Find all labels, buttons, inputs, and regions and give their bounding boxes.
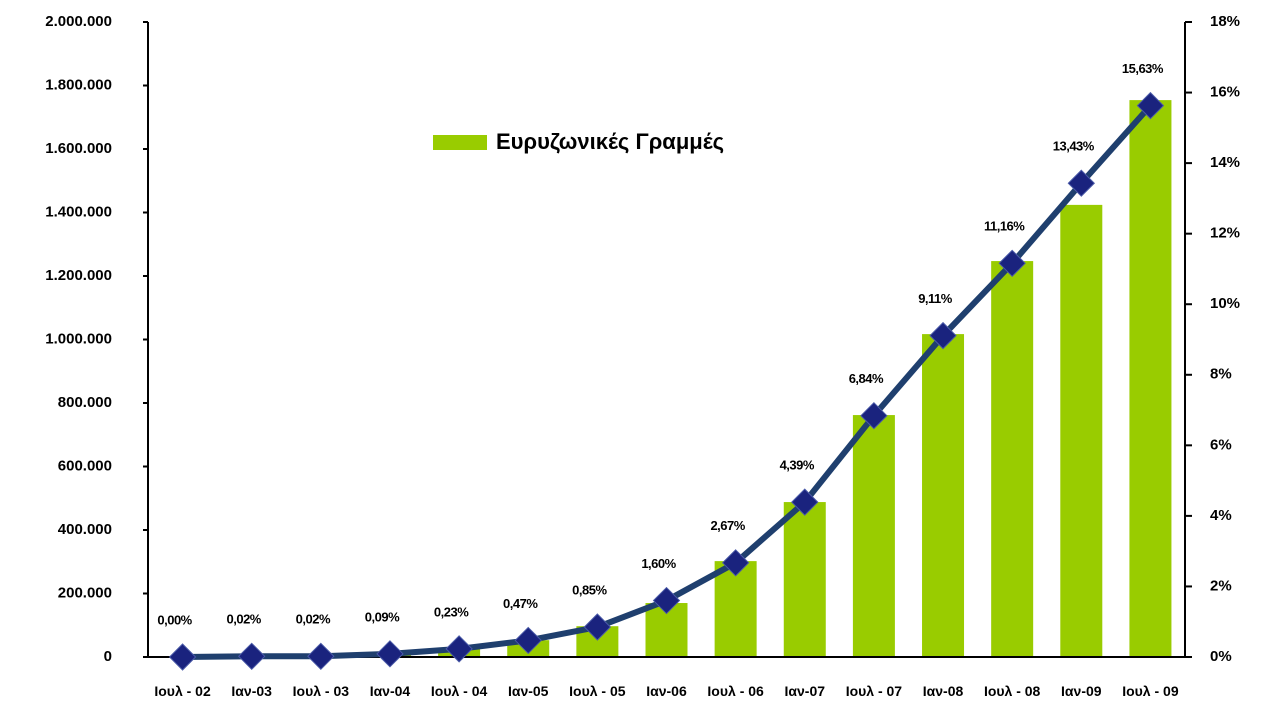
y-tick-label: 0 — [104, 648, 112, 665]
y-tick-label: 200.000 — [58, 584, 112, 601]
y-tick-label: 800.000 — [58, 394, 112, 411]
x-tick-label: Ιαν-08 — [922, 683, 964, 699]
y2-tick-label: 2% — [1210, 577, 1232, 594]
marker — [445, 635, 473, 663]
y-tick-label: 400.000 — [58, 521, 112, 538]
x-tick-label: Ιουλ - 09 — [1122, 683, 1179, 699]
x-tick-label: Ιουλ - 06 — [707, 683, 764, 699]
marker — [929, 321, 957, 350]
x-tick-label: Ιουλ - 07 — [845, 683, 903, 699]
data-label: 11,16% — [984, 219, 1025, 234]
y2-tick-label: 12% — [1210, 225, 1240, 242]
y2-tick-label: 10% — [1210, 295, 1240, 312]
data-label: 13,43% — [1053, 139, 1095, 154]
marker — [237, 642, 266, 671]
y2-tick-label: 14% — [1210, 154, 1240, 171]
data-label: 0,85% — [572, 582, 607, 597]
bar — [714, 561, 757, 657]
bar — [852, 415, 895, 657]
data-label: 0,00% — [157, 612, 192, 627]
marker — [168, 643, 197, 671]
x-tick-label: Ιαν-05 — [507, 683, 549, 699]
data-label: 0,47% — [503, 596, 538, 611]
x-tick-label: Ιουλ - 04 — [430, 683, 488, 699]
data-label: 0,02% — [227, 612, 262, 627]
x-tick-label: Ιαν-09 — [1061, 683, 1102, 699]
y2-tick-label: 6% — [1210, 436, 1232, 453]
y2-tick-label: 8% — [1210, 366, 1232, 383]
x-tick-label: Ιουλ - 03 — [292, 683, 350, 699]
data-label: 0,09% — [365, 609, 400, 624]
marker — [1136, 91, 1165, 120]
x-tick-label: Ιαν-03 — [231, 683, 272, 699]
data-label: 1,60% — [641, 556, 676, 571]
marker — [514, 626, 542, 655]
x-tick-label: Ιαν-07 — [784, 683, 826, 699]
marker — [998, 249, 1026, 278]
legend-label: Ευρυζωνικές Γραμμές — [496, 129, 724, 154]
marker — [1067, 169, 1096, 197]
data-label: 0,02% — [296, 612, 331, 627]
marker — [652, 586, 681, 615]
y2-tick-label: 4% — [1210, 507, 1232, 524]
data-label: 0,23% — [434, 604, 469, 619]
x-tick-label: Ιαν-06 — [646, 683, 687, 699]
bar — [1129, 100, 1172, 658]
x-tick-label: Ιουλ - 02 — [154, 683, 211, 699]
bar — [1060, 204, 1103, 657]
x-tick-label: Ιαν-04 — [369, 683, 411, 699]
y-tick-label: 1.000.000 — [45, 330, 112, 347]
data-label: 6,84% — [849, 371, 884, 386]
marker — [583, 613, 612, 641]
x-tick-label: Ιουλ - 08 — [983, 683, 1041, 699]
data-label: 15,63% — [1122, 61, 1164, 76]
y-tick-label: 1.800.000 — [45, 76, 112, 93]
marker — [860, 401, 888, 430]
y2-tick-label: 18% — [1210, 13, 1240, 30]
marker — [721, 549, 750, 577]
marker — [307, 642, 335, 671]
bar — [922, 334, 965, 657]
y-tick-label: 2.000.000 — [45, 13, 112, 30]
y-tick-label: 600.000 — [58, 457, 112, 474]
y-tick-label: 1.200.000 — [45, 267, 112, 284]
legend-swatch — [433, 135, 487, 150]
marker — [376, 640, 404, 668]
data-label: 9,11% — [918, 291, 953, 306]
data-label: 4,39% — [780, 458, 815, 473]
y2-tick-label: 16% — [1210, 84, 1240, 101]
y-tick-label: 1.600.000 — [45, 140, 112, 157]
y2-tick-label: 0% — [1210, 648, 1232, 665]
data-label: 2,67% — [710, 518, 745, 533]
bar — [783, 502, 826, 657]
marker — [791, 488, 819, 516]
bar — [991, 261, 1034, 657]
y-tick-label: 1.400.000 — [45, 203, 112, 220]
x-tick-label: Ιουλ - 05 — [569, 683, 626, 699]
